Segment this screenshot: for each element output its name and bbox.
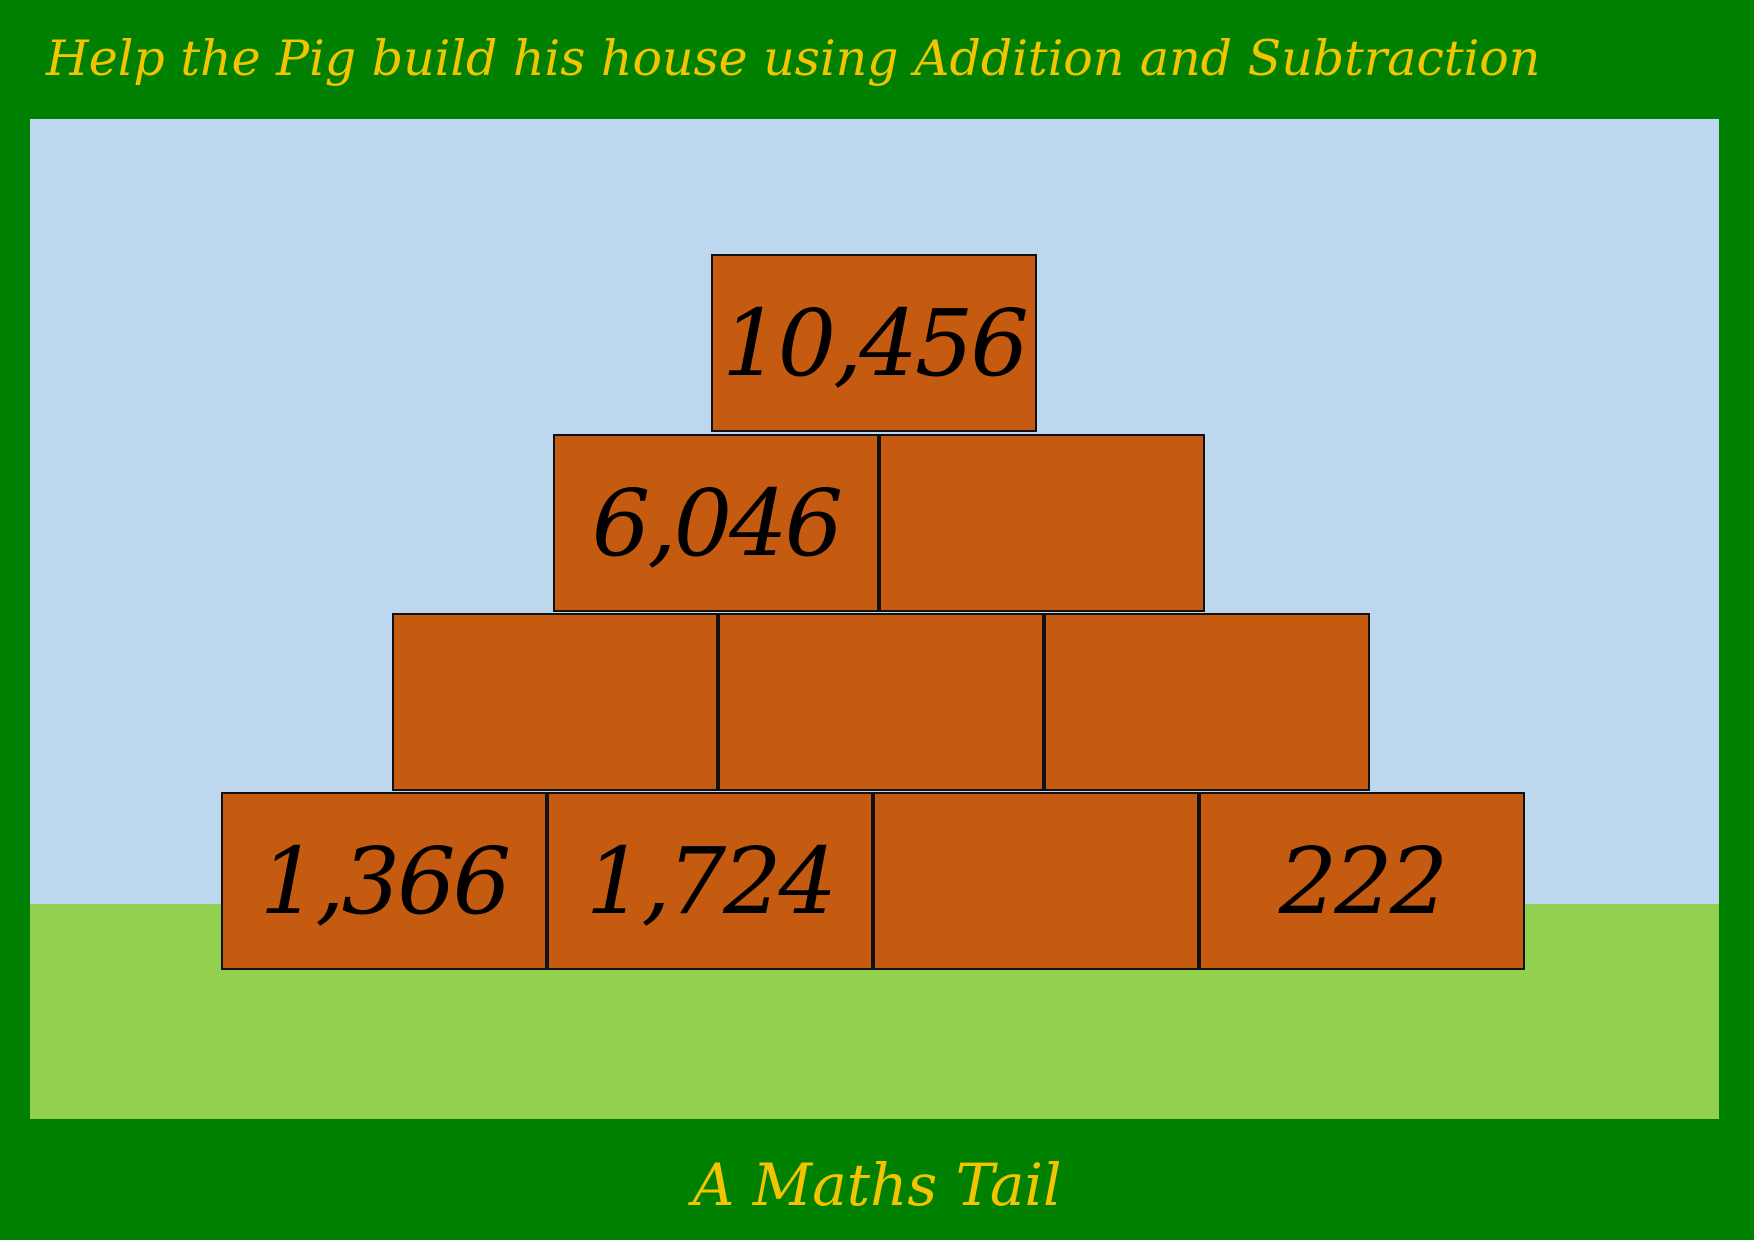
brick-value: 222 xyxy=(1278,827,1449,935)
brick-row3-1[interactable] xyxy=(392,613,718,791)
brick-row3-2[interactable] xyxy=(718,613,1044,791)
page-title: Help the Pig build his house using Addit… xyxy=(46,30,1541,87)
game-scene: 10,456 6,046 1,366 1,724 222 xyxy=(30,119,1719,1119)
brick-row2-1[interactable]: 6,046 xyxy=(553,434,879,612)
brick-row4-4[interactable]: 222 xyxy=(1199,792,1525,970)
brick-value: 1,366 xyxy=(259,827,511,935)
brick-value: 6,046 xyxy=(591,469,843,577)
brick-value: 10,456 xyxy=(722,289,1029,397)
brick-row1-1[interactable]: 10,456 xyxy=(711,254,1037,432)
brick-row3-3[interactable] xyxy=(1044,613,1370,791)
brick-row4-2[interactable]: 1,724 xyxy=(547,792,873,970)
brick-value: 1,724 xyxy=(585,827,837,935)
brick-row4-3[interactable] xyxy=(873,792,1199,970)
footer-title: A Maths Tail xyxy=(692,1151,1062,1219)
brick-row2-2[interactable] xyxy=(879,434,1205,612)
brick-row4-1[interactable]: 1,366 xyxy=(221,792,547,970)
